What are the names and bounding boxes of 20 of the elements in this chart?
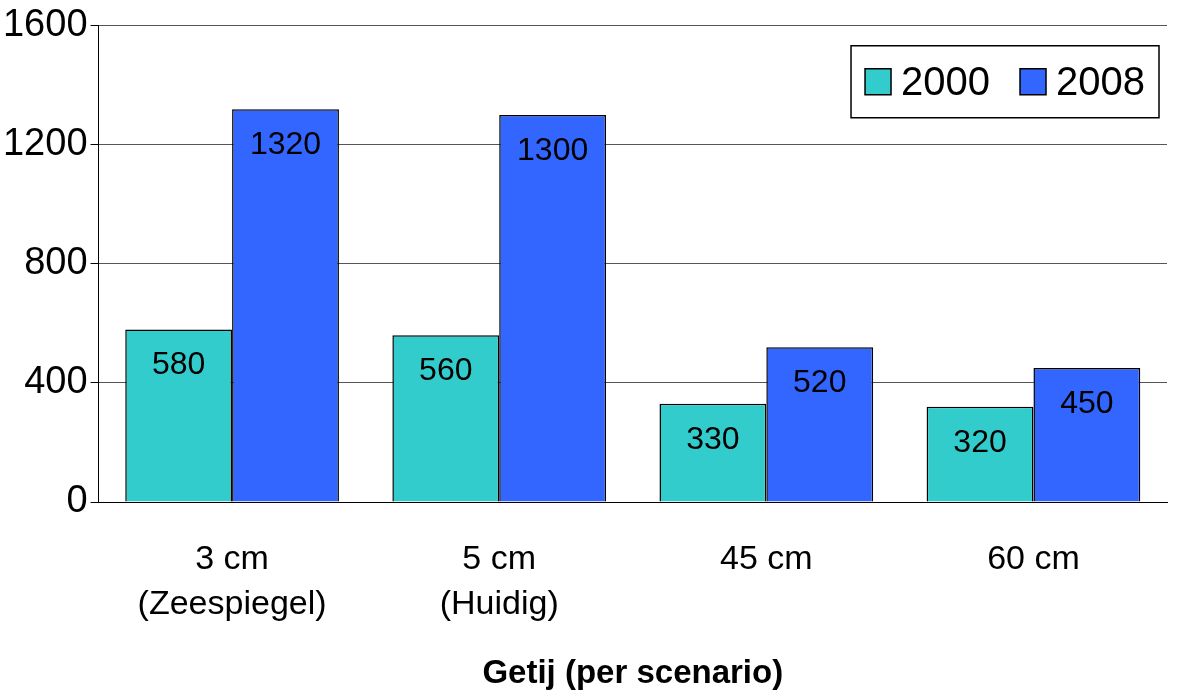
- y-tick-label: 800: [24, 240, 88, 283]
- data-label: 580: [151, 345, 206, 382]
- data-label: 560: [419, 351, 473, 388]
- legend-label: 2000: [901, 58, 991, 103]
- y-tick-label: 1600: [2, 2, 88, 45]
- data-label: 450: [1060, 383, 1114, 420]
- y-tick-label: 0: [66, 478, 88, 521]
- data-label: 520: [793, 363, 847, 400]
- y-tick-label: 1200: [2, 121, 88, 164]
- data-label: 1300: [517, 130, 589, 167]
- data-label: 1320: [249, 124, 322, 161]
- data-label: 320: [953, 422, 1007, 459]
- y-tick-label: 400: [24, 359, 88, 402]
- x-tick-label: 5 cm (Huidig): [439, 538, 559, 621]
- data-label: 330: [686, 419, 740, 456]
- x-tick-label: 45 cm: [720, 538, 813, 577]
- x-tick-label: 60 cm: [987, 538, 1080, 577]
- x-tick-label: 3 cm (Zeespiegel): [137, 538, 327, 621]
- x-axis-title: Getij (per scenario): [482, 653, 784, 691]
- legend-label: 2008: [1056, 58, 1145, 103]
